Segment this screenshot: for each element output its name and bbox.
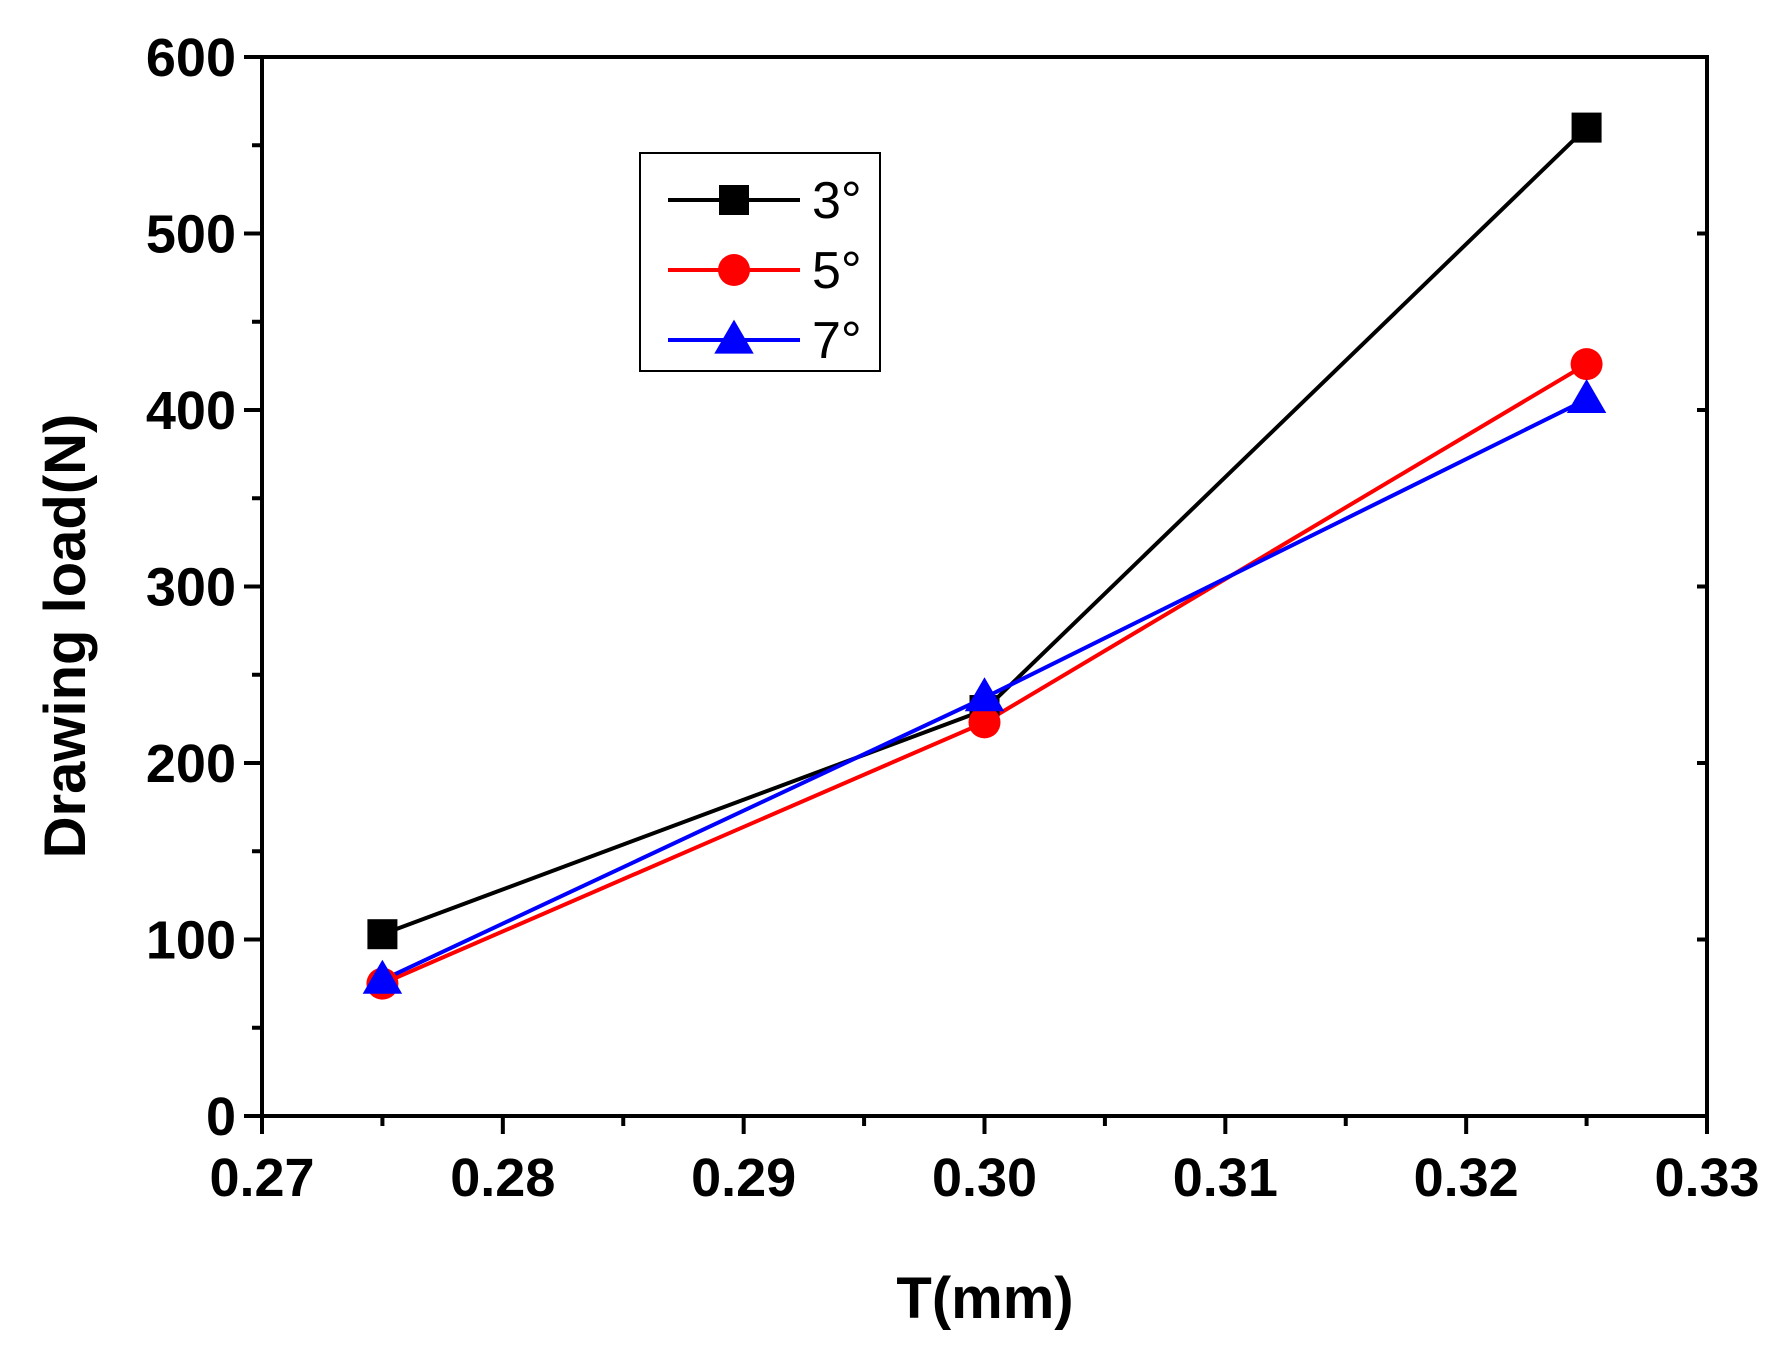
x-tick-label: 0.33 — [1654, 1148, 1759, 1208]
data-point-series-3 — [1566, 379, 1607, 414]
legend: 3° 5° 7° — [639, 152, 881, 372]
data-point-series-1 — [367, 919, 398, 950]
y-tick-label: 300 — [146, 558, 236, 618]
series-line-1 — [381, 126, 1588, 937]
data-point-series-1 — [1571, 112, 1602, 143]
y-tick-label: 500 — [146, 205, 236, 265]
data-point-series-2 — [1570, 348, 1603, 381]
legend-marker — [719, 185, 749, 215]
y-tick-label: 100 — [146, 911, 236, 971]
x-tick-labels: 0.27 0.28 0.29 0.30 0.31 0.32 0.33 — [209, 1148, 1759, 1208]
series-layer — [362, 112, 1607, 1000]
y-tick-labels: 0 100 200 300 400 500 600 — [146, 28, 236, 1147]
x-tick-label: 0.27 — [209, 1148, 314, 1208]
axis-ticks — [244, 55, 1709, 1134]
data-point-series-3 — [362, 959, 403, 994]
x-tick-label: 0.30 — [932, 1148, 1037, 1208]
y-axis-title: Drawing load(N) — [33, 414, 98, 859]
x-tick-label: 0.31 — [1173, 1148, 1278, 1208]
x-tick-label: 0.29 — [691, 1148, 796, 1208]
legend-box — [639, 152, 881, 372]
y-tick-label: 0 — [206, 1087, 236, 1147]
x-axis-title: T(mm) — [896, 1266, 1073, 1331]
legend-label: 7° — [812, 312, 862, 370]
x-tick-label: 0.28 — [450, 1148, 555, 1208]
legend-label: 5° — [812, 242, 862, 300]
y-tick-label: 200 — [146, 734, 236, 794]
legend-label: 3° — [812, 172, 862, 230]
y-tick-label: 400 — [146, 381, 236, 441]
plot-frame — [260, 55, 1709, 1118]
legend-marker — [714, 319, 754, 354]
data-point-series-2 — [968, 706, 1001, 739]
y-tick-label: 600 — [146, 28, 236, 88]
legend-marker — [718, 254, 750, 286]
series-line-2 — [381, 362, 1588, 986]
x-tick-label: 0.32 — [1414, 1148, 1519, 1208]
data-point-series-3 — [964, 677, 1005, 712]
